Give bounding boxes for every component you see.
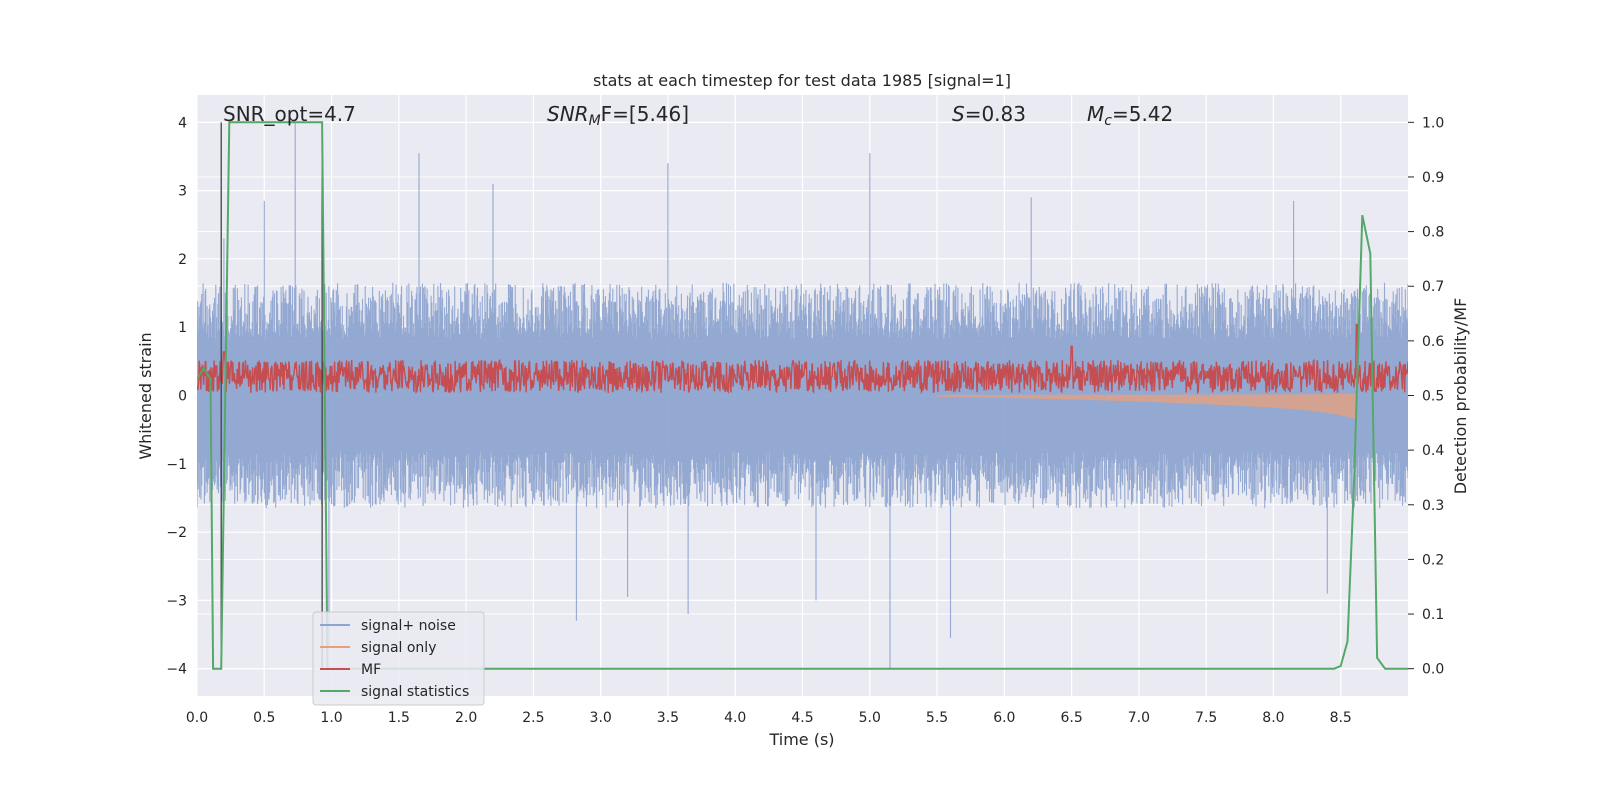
annotation-snr-opt: SNR_opt=4.7: [223, 102, 356, 126]
annotation-s: S=0.83: [952, 102, 1026, 126]
y2-tick-label: 0.9: [1422, 170, 1444, 186]
y-tick-label: 1: [178, 320, 187, 336]
x-axis-label: Time (s): [768, 730, 834, 749]
x-tick-label: 3.0: [590, 710, 612, 726]
y2-tick-label: 0.1: [1422, 607, 1444, 623]
x-tick-label: 0.0: [186, 710, 208, 726]
y-axis-ticks: −4 −3 −2 −1 0 1 2 3 4: [166, 115, 187, 677]
legend-label-mf: MF: [361, 662, 381, 678]
x-tick-label: 2.5: [522, 710, 544, 726]
x-tick-label: 8.0: [1262, 710, 1284, 726]
x-tick-label: 8.5: [1330, 710, 1352, 726]
y-tick-label: 0: [178, 389, 187, 405]
legend-label-signal-statistics: signal statistics: [361, 684, 469, 700]
x-tick-label: 6.0: [993, 710, 1015, 726]
annotation-mc-rest: =5.42: [1112, 102, 1173, 126]
annotation-s-rest: =0.83: [965, 102, 1026, 126]
annotation-s-main: S: [952, 102, 965, 126]
y-tick-label: 4: [178, 115, 187, 131]
x-tick-label: 7.0: [1128, 710, 1150, 726]
y2-tick-label: 1.0: [1422, 115, 1444, 131]
annotation-mc-main: M: [1087, 102, 1104, 126]
legend-box: [312, 611, 485, 706]
annotation-snr-mf-rest: F=[5.46]: [601, 102, 689, 126]
y2-tick-label: 0.7: [1422, 279, 1444, 295]
annotation-snr-mf-sub: M: [589, 113, 601, 129]
annotation-snr-mf-main: SNR: [547, 102, 589, 126]
annotation-mc: Mc=5.42: [1087, 102, 1173, 129]
legend: signal+ noise signal only MF signal stat…: [312, 611, 485, 706]
y-axis-label: Whitened strain: [136, 332, 155, 459]
x-tick-label: 5.0: [859, 710, 881, 726]
x-tick-label: 6.5: [1060, 710, 1082, 726]
annotation-mc-sub: c: [1104, 113, 1112, 129]
y2-axis-ticks: 0.0 0.1 0.2 0.3 0.4 0.5 0.6 0.7 0.8 0.9 1.0: [1408, 115, 1444, 678]
y-tick-label: 2: [178, 252, 187, 268]
x-tick-label: 4.5: [791, 710, 813, 726]
chart-title: stats at each timestep for test data 198…: [593, 71, 1011, 90]
y2-tick-label: 0.3: [1422, 498, 1444, 514]
y-tick-label: −2: [166, 525, 187, 541]
x-tick-label: 7.5: [1195, 710, 1217, 726]
x-axis-ticks: 0.0 0.5 1.0 1.5 2.0 2.5 3.0 3.5 4.0 4.5 5.0 5.5 6.0 6…: [186, 710, 1352, 726]
x-tick-label: 1.0: [320, 710, 342, 726]
y2-tick-label: 0.2: [1422, 552, 1444, 568]
y2-tick-label: 0.0: [1422, 662, 1444, 678]
series-mf: [197, 323, 1408, 395]
y2-tick-label: 0.5: [1422, 389, 1444, 405]
y-tick-label: −1: [166, 457, 187, 473]
y-tick-label: −4: [166, 662, 187, 678]
y-tick-label: −3: [166, 593, 187, 609]
y2-tick-label: 0.4: [1422, 443, 1444, 459]
legend-label-signal-noise: signal+ noise: [361, 618, 456, 634]
x-tick-label: 5.5: [926, 710, 948, 726]
x-tick-label: 1.5: [388, 710, 410, 726]
legend-label-signal-only: signal only: [361, 640, 436, 656]
y2-axis-label: Detection probability/MF: [1451, 298, 1470, 495]
annotation-snr-mf: SNRMF=[5.46]: [547, 102, 689, 129]
x-tick-label: 0.5: [253, 710, 275, 726]
y2-tick-label: 0.8: [1422, 225, 1444, 241]
series-layer: [197, 121, 1408, 670]
y2-tick-label: 0.6: [1422, 334, 1444, 350]
y-tick-label: 3: [178, 184, 187, 200]
x-tick-label: 2.0: [455, 710, 477, 726]
x-tick-label: 3.5: [657, 710, 679, 726]
series-signal-statistics: [197, 121, 1408, 670]
x-tick-label: 4.0: [724, 710, 746, 726]
